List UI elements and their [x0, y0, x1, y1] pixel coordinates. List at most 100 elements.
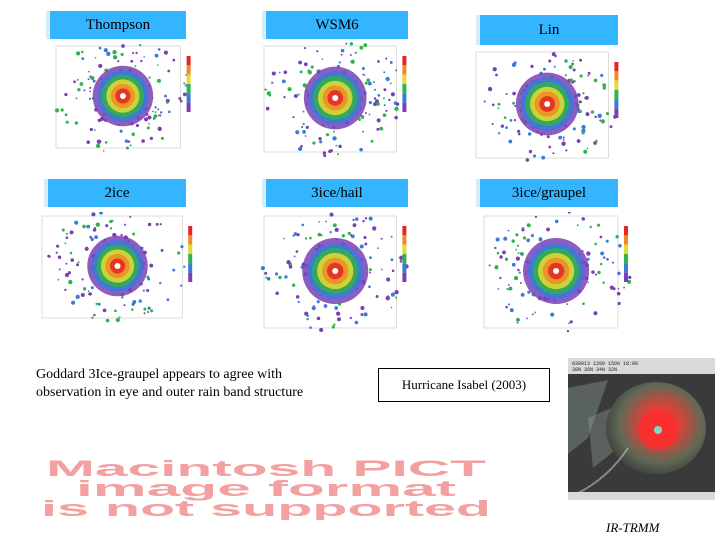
pict-line-3: is not supported — [41, 496, 491, 520]
rain-band-dot — [316, 50, 319, 53]
rain-band-dot — [114, 309, 117, 313]
label-text: WSM6 — [315, 16, 359, 33]
rain-band-dot — [93, 129, 96, 131]
rain-band-dot — [82, 287, 87, 291]
rain-band-dot — [546, 227, 550, 232]
rain-band-dot — [132, 300, 137, 304]
svg-text:38N 36N 34N 32N: 38N 36N 34N 32N — [572, 367, 617, 373]
rain-band-dot — [135, 51, 138, 55]
rain-band-dot — [99, 212, 103, 215]
rain-band-dot — [507, 303, 510, 306]
rain-band-dot — [68, 279, 73, 285]
rain-band-dot — [322, 151, 327, 155]
rain-band-dot — [499, 276, 502, 280]
colorbar-segment — [188, 235, 193, 245]
rain-band-dot — [352, 223, 357, 228]
rain-band-dot — [340, 53, 343, 56]
rain-band-dot — [591, 270, 595, 274]
rain-band-dot — [266, 276, 271, 281]
rain-band-dot — [368, 100, 372, 105]
rain-band-dot — [317, 232, 322, 237]
rain-band-dot — [75, 294, 80, 300]
rain-band-dot — [306, 314, 309, 317]
rain-band-dot — [495, 237, 500, 242]
rain-band-dot — [528, 149, 533, 154]
colorbar-segment — [402, 65, 407, 75]
rain-band-dot — [566, 303, 569, 306]
rain-band-dot — [74, 121, 79, 125]
rain-band-dot — [350, 59, 355, 64]
rain-band-dot — [517, 132, 521, 136]
rain-band-dot — [597, 113, 602, 118]
rain-band-dot — [127, 140, 131, 143]
rain-band-dot — [615, 235, 619, 239]
hurricane-title-box: Hurricane Isabel (2003) — [378, 368, 550, 402]
colorbar-segment — [188, 226, 193, 236]
rain-band-dot — [483, 100, 486, 103]
rain-band-dot — [560, 135, 562, 138]
rain-band-dot — [526, 238, 531, 243]
colorbar-segment — [623, 244, 628, 254]
rain-band-dot — [275, 291, 279, 295]
rain-band-dot — [517, 252, 520, 255]
rain-band-dot — [581, 131, 585, 135]
rain-band-dot — [93, 313, 96, 317]
colorbar-segment — [402, 102, 407, 112]
rain-band-dot — [57, 255, 62, 259]
rain-band-dot — [115, 317, 121, 323]
rain-band-dot — [562, 139, 565, 141]
colorbar-segment — [186, 74, 191, 84]
rain-band-dot — [494, 246, 497, 250]
rain-band-dot — [593, 141, 597, 145]
rain-band-dot — [602, 256, 606, 259]
rain-band-dot — [83, 89, 86, 92]
rain-band-dot — [291, 283, 296, 287]
map-panel-2ice — [36, 212, 226, 332]
rain-band-dot — [163, 50, 169, 55]
rain-band-dot — [359, 45, 364, 50]
rain-band-dot — [283, 96, 286, 99]
radar-map-svg — [41, 212, 193, 323]
rain-band-dot — [75, 263, 79, 267]
rain-band-dot — [399, 260, 403, 263]
rain-band-dot — [64, 113, 68, 117]
rain-band-dot — [375, 295, 379, 299]
rain-band-dot — [118, 316, 121, 319]
rain-band-dot — [579, 74, 583, 78]
storm-eye — [332, 95, 339, 101]
rain-band-dot — [157, 126, 162, 131]
rain-band-dot — [89, 235, 92, 239]
rain-band-dot — [64, 272, 70, 278]
rain-band-dot — [593, 78, 598, 83]
rain-band-dot — [106, 51, 111, 56]
rain-band-dot — [530, 234, 534, 238]
rain-band-dot — [496, 251, 500, 255]
rain-band-dot — [91, 316, 94, 319]
rain-band-dot — [103, 48, 108, 53]
rain-band-dot — [323, 304, 328, 308]
rain-band-dot — [150, 309, 154, 313]
rain-band-dot — [358, 118, 361, 122]
rain-band-dot — [364, 81, 368, 85]
rain-band-dot — [517, 268, 520, 272]
rain-band-dot — [90, 286, 94, 290]
rain-band-dot — [149, 136, 153, 140]
rain-band-dot — [364, 111, 367, 114]
rain-band-dot — [155, 222, 159, 226]
rain-band-dot — [296, 233, 300, 237]
rain-band-dot — [160, 111, 163, 114]
colorbar-segment — [402, 263, 407, 273]
rain-band-dot — [143, 56, 145, 58]
colorbar-segment — [614, 99, 619, 109]
rain-band-dot — [166, 298, 170, 302]
rain-band-dot — [86, 140, 91, 144]
rain-band-dot — [507, 229, 510, 232]
rain-band-dot — [499, 255, 503, 259]
rain-band-dot — [318, 136, 322, 141]
rain-band-dot — [347, 231, 351, 235]
rain-band-dot — [157, 78, 162, 83]
rain-band-dot — [491, 103, 495, 107]
rain-band-dot — [368, 256, 372, 260]
rain-band-dot — [149, 263, 154, 268]
rain-band-dot — [491, 123, 494, 126]
